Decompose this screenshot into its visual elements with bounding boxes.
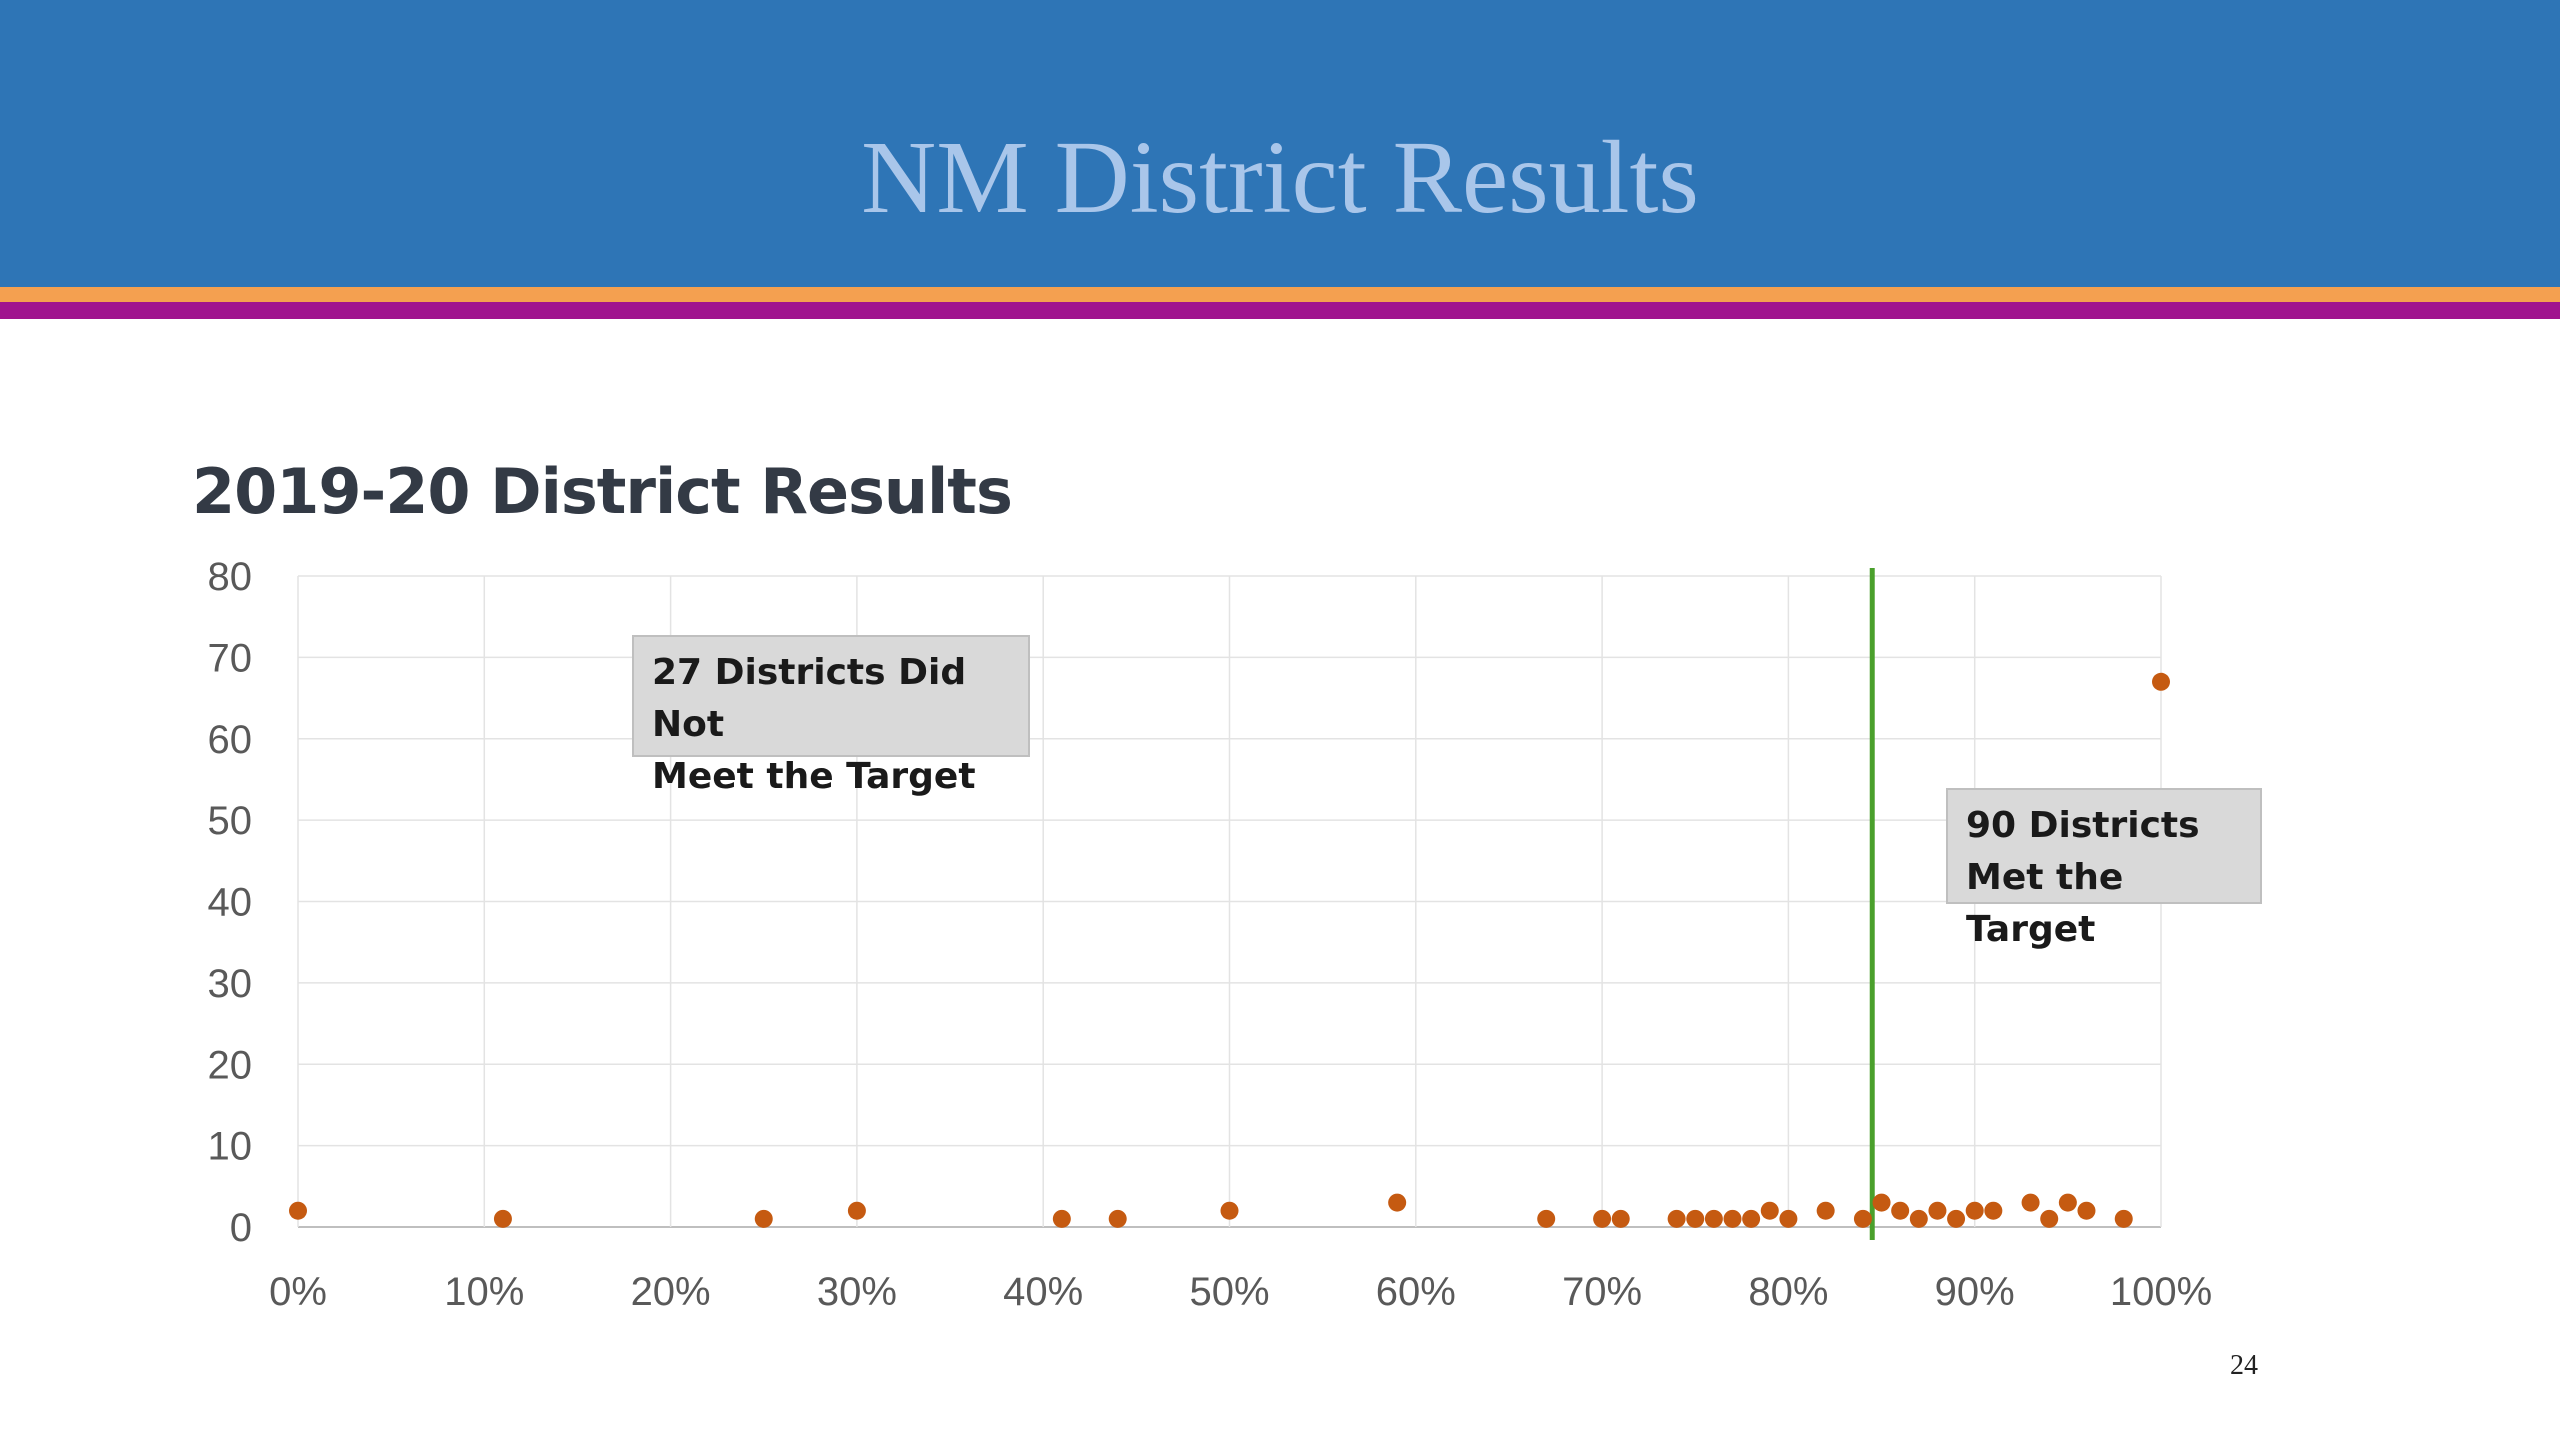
data-point <box>1891 1201 1910 1220</box>
data-point <box>1611 1209 1630 1228</box>
data-point <box>2077 1201 2096 1220</box>
x-tick-label: 90% <box>1935 1270 2015 1314</box>
y-tick-label: 60 <box>208 718 253 762</box>
slide-title: NM District Results <box>861 120 1699 235</box>
x-tick-label: 80% <box>1748 1270 1828 1314</box>
x-tick-label: 50% <box>1189 1270 1269 1314</box>
x-tick-label: 70% <box>1562 1270 1642 1314</box>
annotation-met: 90 Districts Met the Target <box>1946 788 2262 950</box>
data-point <box>1537 1209 1556 1228</box>
data-points <box>289 672 2170 1228</box>
data-point <box>1928 1201 1947 1220</box>
data-point <box>2058 1193 2077 1212</box>
data-point <box>1388 1193 1407 1212</box>
annotation-not-met: 27 Districts Did Not Meet the Target <box>632 635 1030 797</box>
data-point <box>1220 1201 1239 1220</box>
data-point <box>493 1209 512 1228</box>
y-tick-label: 10 <box>208 1125 253 1169</box>
data-point <box>1108 1209 1127 1228</box>
orange-divider-stripe <box>0 287 2560 302</box>
data-point <box>2021 1193 2040 1212</box>
x-tick-label: 30% <box>817 1270 897 1314</box>
data-point <box>1779 1209 1798 1228</box>
data-point <box>2152 672 2170 691</box>
y-tick-label: 70 <box>208 636 253 680</box>
page-number: 24 <box>2230 1350 2258 1381</box>
data-point <box>1947 1209 1966 1228</box>
x-tick-label: 10% <box>444 1270 524 1314</box>
x-tick-label: 20% <box>631 1270 711 1314</box>
x-tick-label: 60% <box>1376 1270 1456 1314</box>
y-tick-label: 50 <box>208 799 253 843</box>
chart-title: 2019-20 District Results <box>192 455 1013 528</box>
y-tick-label: 30 <box>208 962 253 1006</box>
chart-gridlines <box>297 575 2162 1228</box>
data-point <box>1965 1201 1984 1220</box>
y-tick-label: 0 <box>230 1206 252 1250</box>
y-tick-label: 80 <box>208 555 253 599</box>
data-point <box>754 1209 773 1228</box>
data-point <box>1742 1209 1761 1228</box>
chart-axes: 0 10 20 30 40 50 60 70 80 0% 10% 20% 30% 40% 50% 60% 70%… <box>208 555 2213 1314</box>
data-point <box>1872 1193 1891 1212</box>
data-point <box>2040 1209 2059 1228</box>
y-tick-label: 40 <box>208 881 253 925</box>
x-tick-label: 40% <box>1003 1270 1083 1314</box>
x-tick-label: 0% <box>269 1270 327 1314</box>
title-banner: NM District Results <box>0 0 2560 287</box>
purple-divider-stripe <box>0 302 2560 319</box>
y-tick-label: 20 <box>208 1043 253 1087</box>
data-point <box>1704 1209 1723 1228</box>
data-point <box>1593 1209 1612 1228</box>
data-point <box>1853 1209 1872 1228</box>
data-point <box>1984 1201 2003 1220</box>
data-point <box>1723 1209 1742 1228</box>
data-point <box>1667 1209 1686 1228</box>
data-point <box>847 1201 866 1220</box>
data-point <box>289 1201 307 1220</box>
data-point <box>1909 1209 1928 1228</box>
x-tick-label: 100% <box>2110 1270 2212 1314</box>
data-point <box>1052 1209 1071 1228</box>
data-point <box>1686 1209 1705 1228</box>
data-point <box>1816 1201 1835 1220</box>
data-point <box>2114 1209 2133 1228</box>
data-point <box>1760 1201 1779 1220</box>
